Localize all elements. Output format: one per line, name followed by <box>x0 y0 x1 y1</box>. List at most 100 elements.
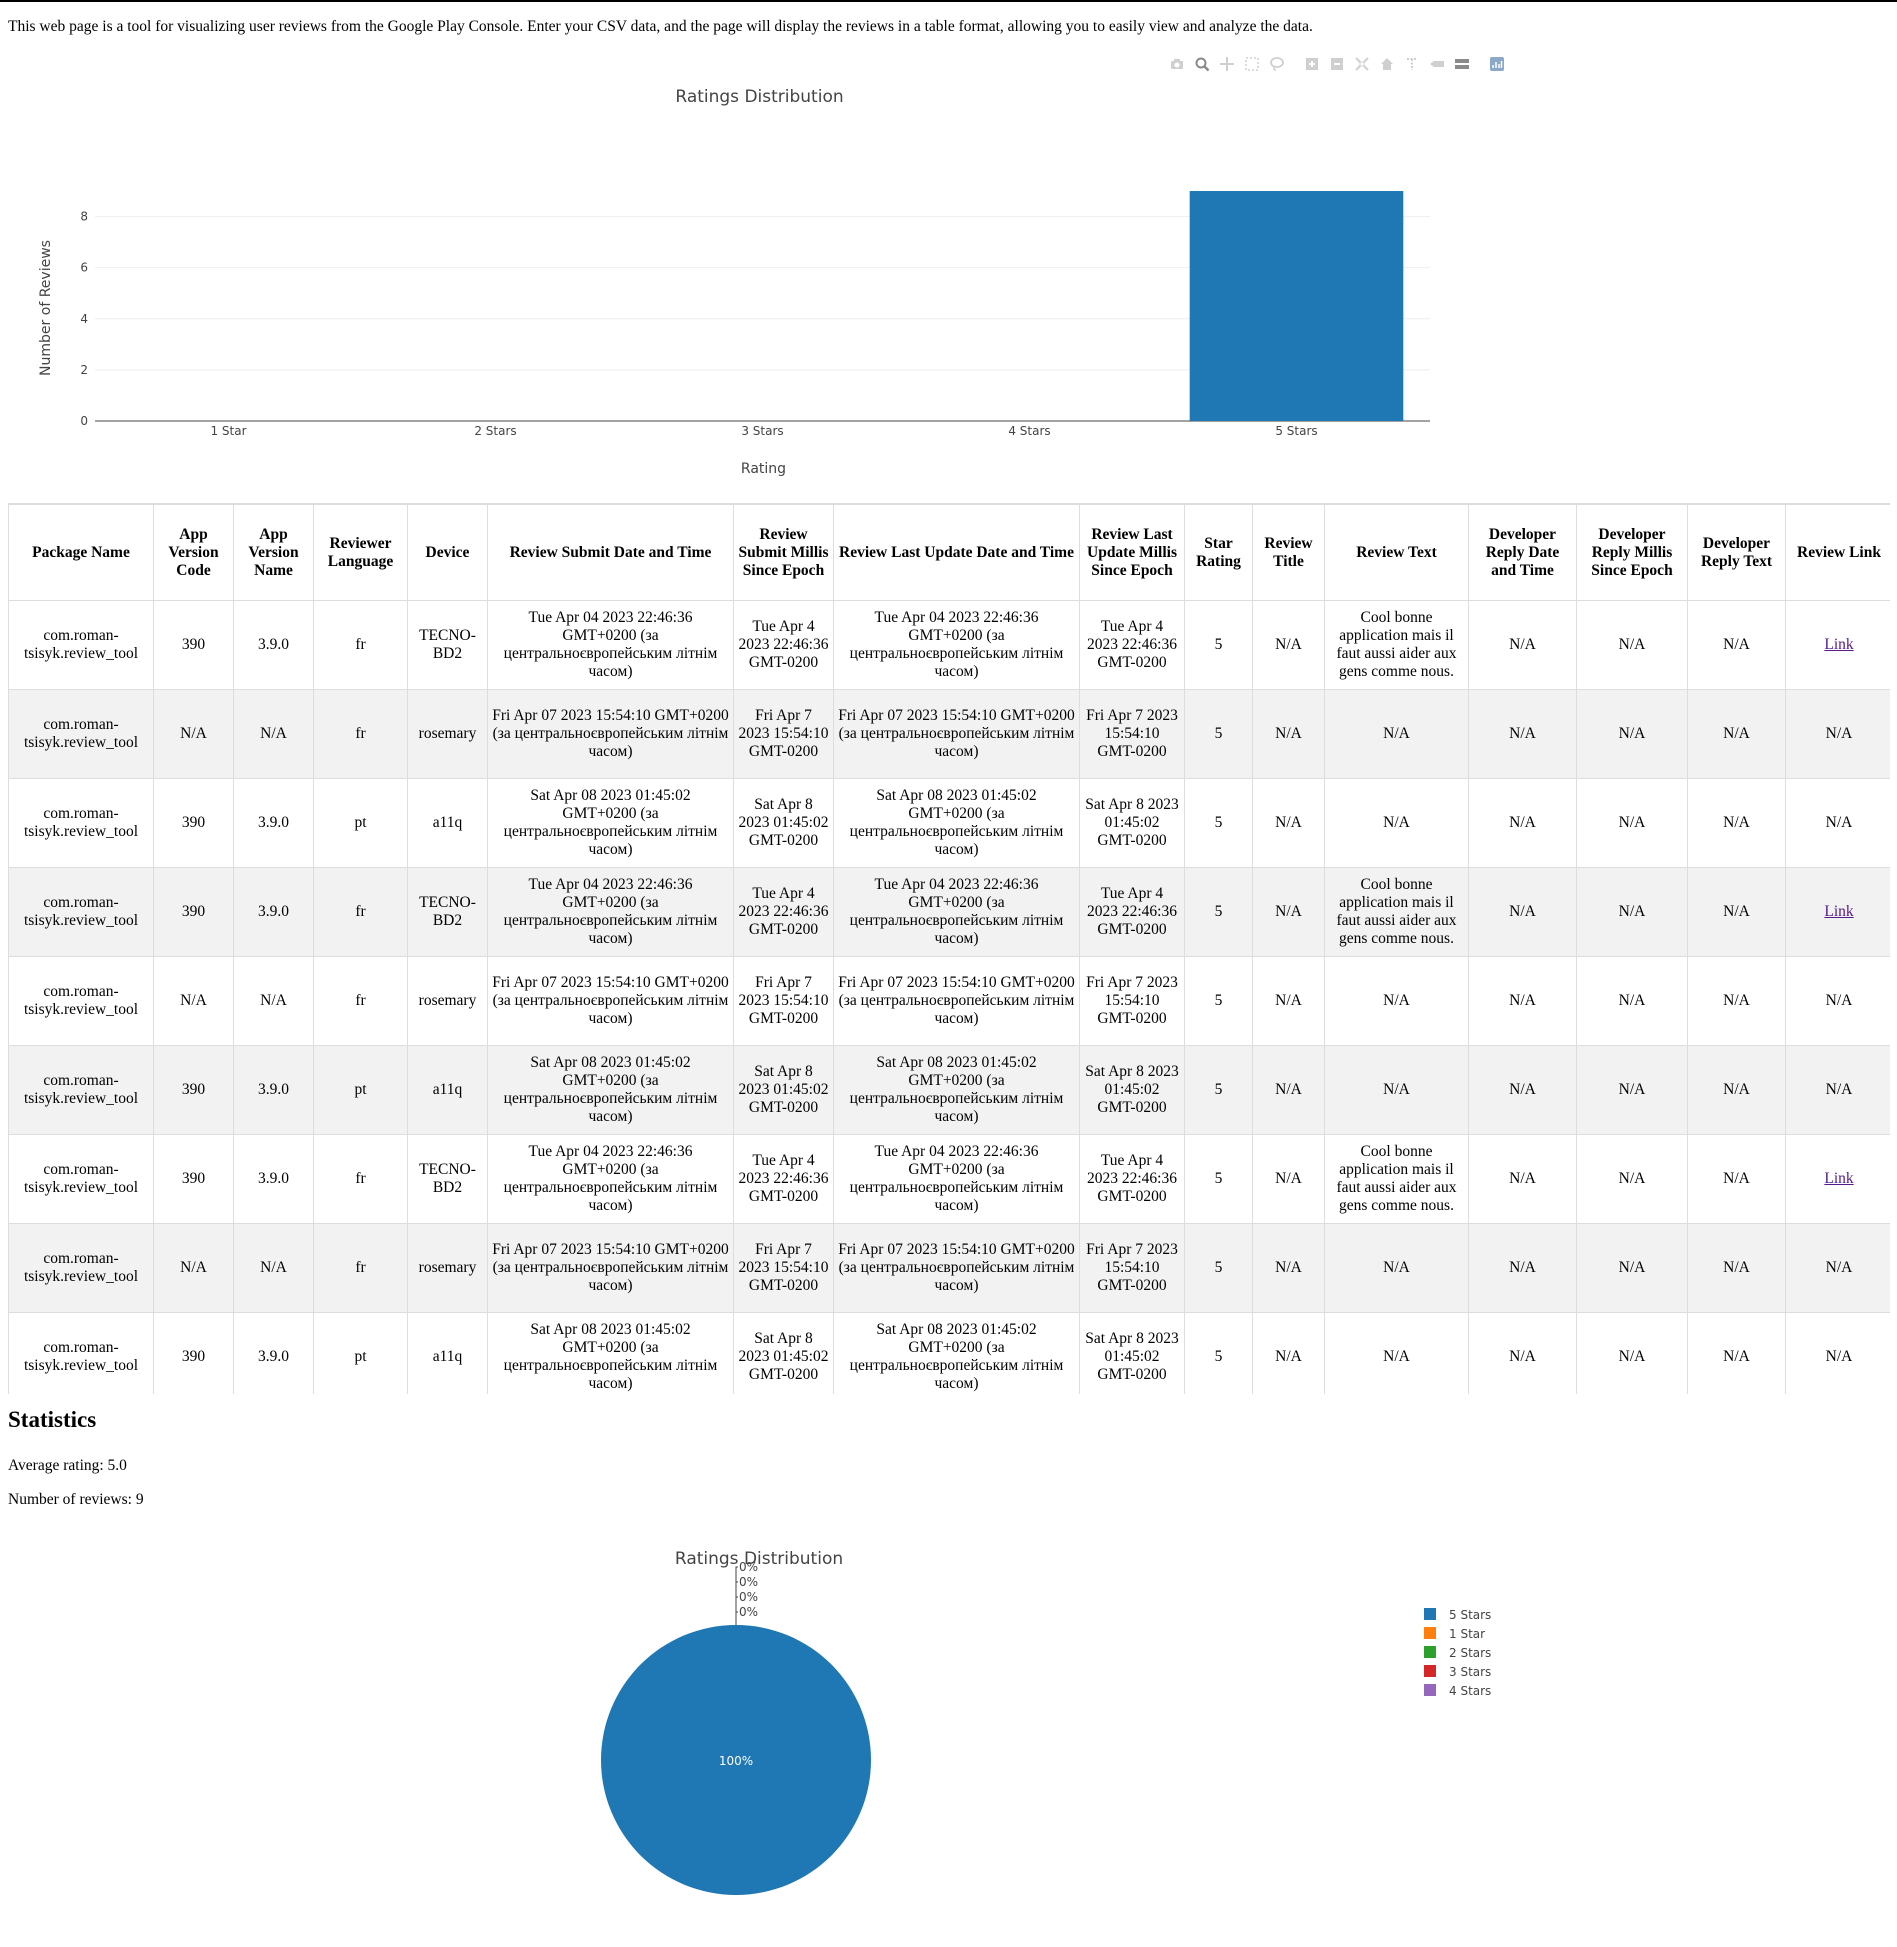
plotly-logo-icon[interactable] <box>1488 55 1506 73</box>
table-cell: rosemary <box>407 689 488 779</box>
table-cell: fr <box>313 956 408 1046</box>
table-cell: N/A <box>1468 1134 1577 1224</box>
box-select-icon[interactable] <box>1243 55 1261 73</box>
table-cell: Tue Apr 4 2023 22:46:36 GMT-0200 <box>733 867 834 957</box>
table-cell: N/A <box>1252 1312 1325 1394</box>
pie-slice-label: 0% <box>739 1605 758 1619</box>
y-tick-label: 4 <box>80 312 88 326</box>
table-cell: 5 <box>1184 1312 1253 1394</box>
table-cell: N/A <box>1468 1312 1577 1394</box>
table-cell: Cool bonne application mais il faut auss… <box>1324 1134 1469 1224</box>
table-cell: N/A <box>1252 867 1325 957</box>
review-link-cell: Link <box>1785 600 1890 690</box>
table-cell: rosemary <box>407 1223 488 1313</box>
table-cell: N/A <box>1252 600 1325 690</box>
table-cell: N/A <box>1468 689 1577 779</box>
plot-modebar <box>1168 55 1506 73</box>
column-header: App Version Code <box>153 504 234 601</box>
table-cell: fr <box>313 689 408 779</box>
pan-icon[interactable] <box>1218 55 1236 73</box>
table-row: com.roman-tsisyk.review_tool N/A N/A fr rose… <box>8 1223 1890 1313</box>
table-cell: Tue Apr 4 2023 22:46:36 GMT-0200 <box>1079 600 1185 690</box>
legend-item-label[interactable]: 2 Stars <box>1449 1646 1491 1660</box>
table-cell: 390 <box>153 600 234 690</box>
y-axis-title: Number of Reviews <box>38 240 54 376</box>
camera-icon[interactable] <box>1168 55 1186 73</box>
column-header: Review Link <box>1785 504 1890 601</box>
review-count-text: Number of reviews: 9 <box>8 1491 144 1508</box>
legend-swatch[interactable] <box>1424 1627 1436 1639</box>
table-cell: N/A <box>1324 689 1469 779</box>
legend-swatch[interactable] <box>1424 1646 1436 1658</box>
column-header: Review Last Update Date and Time <box>833 504 1080 601</box>
table-cell: N/A <box>1687 956 1786 1046</box>
table-cell: 5 <box>1184 778 1253 868</box>
legend-swatch[interactable] <box>1424 1684 1436 1696</box>
reviews-table-container[interactable]: Package Name App Version Code App Version … <box>8 503 1890 1394</box>
table-cell: N/A <box>1252 778 1325 868</box>
zoom-icon[interactable] <box>1193 55 1211 73</box>
table-cell: Tue Apr 04 2023 22:46:36 GMT+0200 (за це… <box>833 600 1080 690</box>
table-cell: Tue Apr 04 2023 22:46:36 GMT+0200 (за це… <box>487 600 734 690</box>
table-cell: N/A <box>1324 956 1469 1046</box>
table-cell: 390 <box>153 1045 234 1135</box>
table-cell: Sat Apr 08 2023 01:45:02 GMT+0200 (за це… <box>487 1045 734 1135</box>
table-cell: Tue Apr 04 2023 22:46:36 GMT+0200 (за це… <box>833 867 1080 957</box>
legend-item-label[interactable]: 3 Stars <box>1449 1665 1491 1679</box>
pie-slice-5-stars[interactable] <box>601 1625 871 1895</box>
hover-closest-icon[interactable] <box>1428 55 1446 73</box>
review-link[interactable]: Link <box>1824 636 1854 653</box>
table-cell: Sat Apr 08 2023 01:45:02 GMT+0200 (за це… <box>833 778 1080 868</box>
legend-item-label[interactable]: 4 Stars <box>1449 1684 1491 1698</box>
table-cell: 3.9.0 <box>233 1045 314 1135</box>
table-cell: N/A <box>1576 1312 1688 1394</box>
table-cell: com.roman-tsisyk.review_tool <box>8 1134 154 1224</box>
table-header-row: Package Name App Version Code App Version … <box>8 504 1890 601</box>
table-cell: N/A <box>153 689 234 779</box>
table-cell: N/A <box>1324 1223 1469 1313</box>
table-cell: Sat Apr 8 2023 01:45:02 GMT-0200 <box>733 778 834 868</box>
table-cell: N/A <box>1324 1312 1469 1394</box>
review-link[interactable]: Link <box>1824 1170 1854 1187</box>
table-cell: N/A <box>233 689 314 779</box>
table-cell: Fri Apr 07 2023 15:54:10 GMT+0200 (за це… <box>833 956 1080 1046</box>
x-tick-label: 4 Stars <box>1008 424 1050 438</box>
table-row: com.roman-tsisyk.review_tool 390 3.9.0 fr TE… <box>8 1134 1890 1224</box>
zoom-out-icon[interactable] <box>1328 55 1346 73</box>
table-cell: 390 <box>153 1312 234 1394</box>
table-cell: N/A <box>1252 1223 1325 1313</box>
legend-item-label[interactable]: 1 Star <box>1449 1627 1485 1641</box>
legend-item-label[interactable]: 5 Stars <box>1449 1608 1491 1622</box>
table-cell: Fri Apr 7 2023 15:54:10 GMT-0200 <box>1079 1223 1185 1313</box>
table-cell: Tue Apr 04 2023 22:46:36 GMT+0200 (за це… <box>487 867 734 957</box>
bar-5-stars[interactable] <box>1189 191 1404 421</box>
column-header: Developer Reply Millis Since Epoch <box>1576 504 1688 601</box>
x-tick-label: 5 Stars <box>1275 424 1317 438</box>
table-cell: 390 <box>153 1134 234 1224</box>
table-cell: N/A <box>1785 689 1890 779</box>
table-cell: N/A <box>1687 600 1786 690</box>
legend-swatch[interactable] <box>1424 1665 1436 1677</box>
table-cell: N/A <box>1687 1134 1786 1224</box>
table-cell: Sat Apr 8 2023 01:45:02 GMT-0200 <box>733 1312 834 1394</box>
lasso-icon[interactable] <box>1268 55 1286 73</box>
table-cell: 5 <box>1184 1045 1253 1135</box>
table-cell: 390 <box>153 778 234 868</box>
table-cell: com.roman-tsisyk.review_tool <box>8 1312 154 1394</box>
zoom-in-icon[interactable] <box>1303 55 1321 73</box>
table-cell: com.roman-tsisyk.review_tool <box>8 778 154 868</box>
autoscale-icon[interactable] <box>1353 55 1371 73</box>
hover-compare-icon[interactable] <box>1453 55 1471 73</box>
table-cell: N/A <box>1687 689 1786 779</box>
reset-axes-icon[interactable] <box>1378 55 1396 73</box>
table-cell: com.roman-tsisyk.review_tool <box>8 1045 154 1135</box>
table-cell: Fri Apr 07 2023 15:54:10 GMT+0200 (за це… <box>833 689 1080 779</box>
statistics-heading: Statistics <box>8 1407 97 1432</box>
spike-lines-icon[interactable] <box>1403 55 1421 73</box>
review-link-cell: Link <box>1785 867 1890 957</box>
table-cell: N/A <box>1576 1223 1688 1313</box>
legend-swatch[interactable] <box>1424 1608 1436 1620</box>
review-link[interactable]: Link <box>1824 903 1854 920</box>
table-cell: 3.9.0 <box>233 600 314 690</box>
